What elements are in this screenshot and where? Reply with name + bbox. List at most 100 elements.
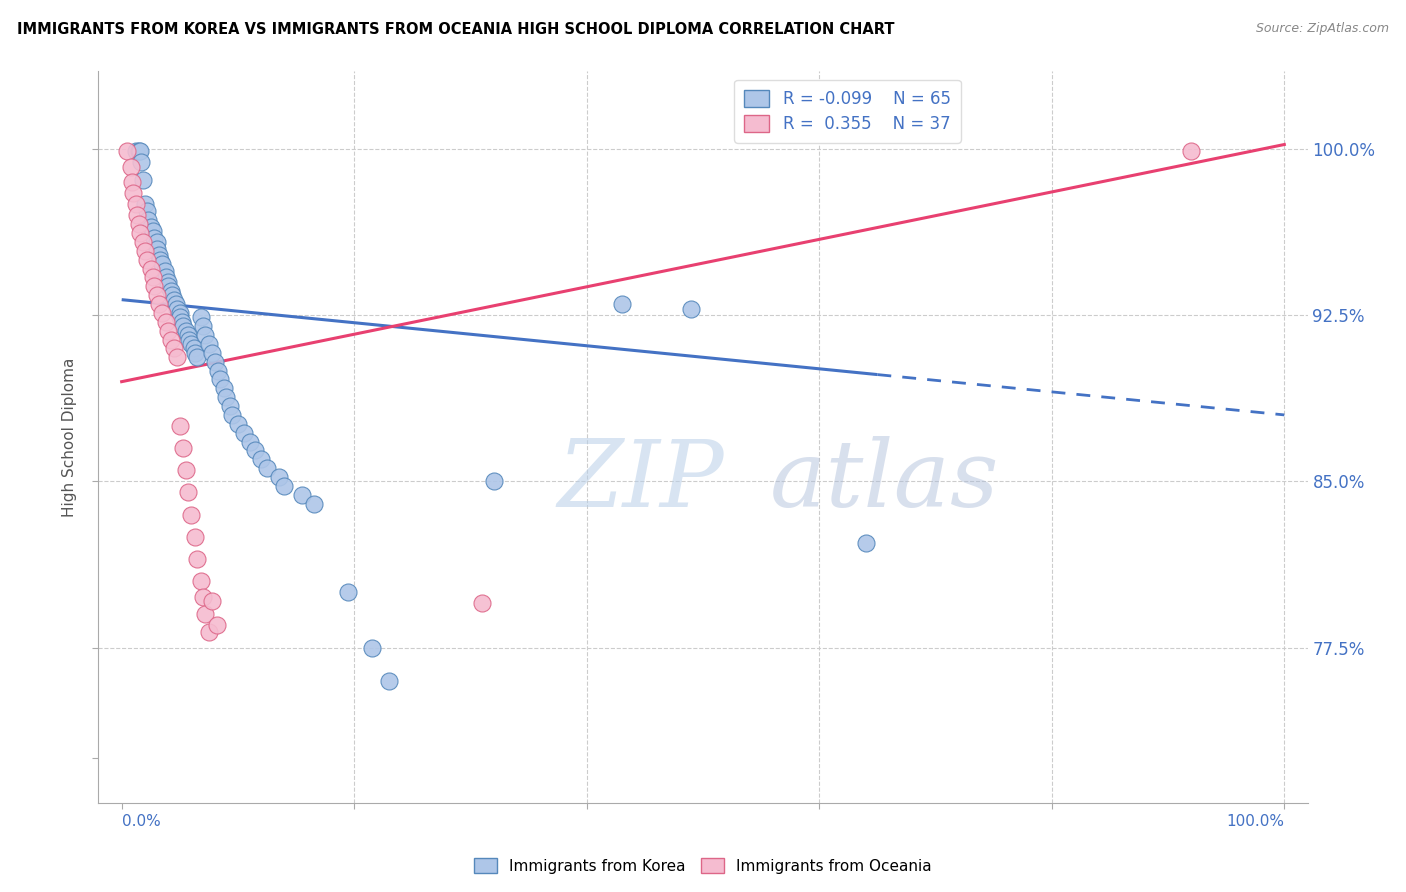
Point [337,585,360,599]
Point [134,197,156,211]
Point [136,204,159,219]
Text: ZIP: ZIP [558,436,724,526]
Point [163,293,186,307]
Point [194,328,217,343]
Point [121,175,143,189]
Point [172,319,194,334]
Point [183,342,205,356]
Point [1180,144,1202,158]
Point [139,261,162,276]
Point [360,640,382,655]
Point [273,479,295,493]
Point [129,144,152,158]
Point [302,497,325,511]
Point [186,351,208,365]
Point [245,443,267,458]
Point [291,488,314,502]
Point [190,574,212,589]
Point [169,306,191,320]
Point [149,252,172,267]
Point [142,270,165,285]
Point [131,155,153,169]
Point [610,297,633,311]
Point [153,264,176,278]
Point [184,530,207,544]
Point [194,607,217,622]
Point [169,419,191,434]
Point [163,342,186,356]
Point [143,230,166,244]
Point [215,390,238,404]
Point [177,328,200,343]
Point [232,425,254,440]
Point [148,248,170,262]
Point [681,301,703,316]
Point [218,399,240,413]
Point [250,452,273,467]
Point [159,284,181,298]
Text: IMMIGRANTS FROM KOREA VS IMMIGRANTS FROM OCEANIA HIGH SCHOOL DIPLOMA CORRELATION: IMMIGRANTS FROM KOREA VS IMMIGRANTS FROM… [17,22,894,37]
Point [142,224,165,238]
Point [205,618,228,632]
Point [212,381,235,395]
Point [150,257,173,271]
Point [855,536,877,550]
Point [129,226,152,240]
Point [198,337,221,351]
Point [128,144,150,158]
Point [157,275,180,289]
Point [180,508,202,522]
Point [136,252,159,267]
Point [159,333,181,347]
Point [148,297,170,311]
Point [184,346,207,360]
Point [125,209,148,223]
Point [180,337,202,351]
Point [172,315,194,329]
Point [157,324,180,338]
Point [138,212,160,227]
Point [117,144,139,158]
Point [177,485,200,500]
Point [145,288,167,302]
Point [201,346,224,360]
Point [198,625,221,640]
Point [145,242,167,256]
Point [120,160,142,174]
Point [256,461,278,475]
Point [134,244,156,258]
Point [122,186,145,201]
Point [190,310,212,325]
Point [155,270,177,285]
Text: 100.0%: 100.0% [1226,814,1284,829]
Point [155,315,177,329]
Point [209,372,232,386]
Point [145,235,167,249]
Point [174,324,197,338]
Point [131,173,153,187]
Point [191,319,214,334]
Legend: Immigrants from Korea, Immigrants from Oceania: Immigrants from Korea, Immigrants from O… [468,852,938,880]
Point [160,288,183,302]
Point [267,470,290,484]
Point [150,306,173,320]
Point [221,408,243,422]
Point [204,355,226,369]
Point [166,301,188,316]
Point [186,552,208,566]
Legend: R = -0.099    N = 65, R =  0.355    N = 37: R = -0.099 N = 65, R = 0.355 N = 37 [734,79,960,143]
Point [201,594,224,608]
Text: atlas: atlas [769,436,1000,526]
Point [157,279,180,293]
Text: 0.0%: 0.0% [122,814,160,829]
Point [128,217,150,231]
Point [139,219,162,234]
Point [169,310,191,325]
Point [172,441,194,455]
Point [131,235,153,249]
Y-axis label: High School Diploma: High School Diploma [62,358,77,516]
Point [482,475,505,489]
Point [471,596,494,610]
Point [207,363,229,377]
Point [165,297,187,311]
